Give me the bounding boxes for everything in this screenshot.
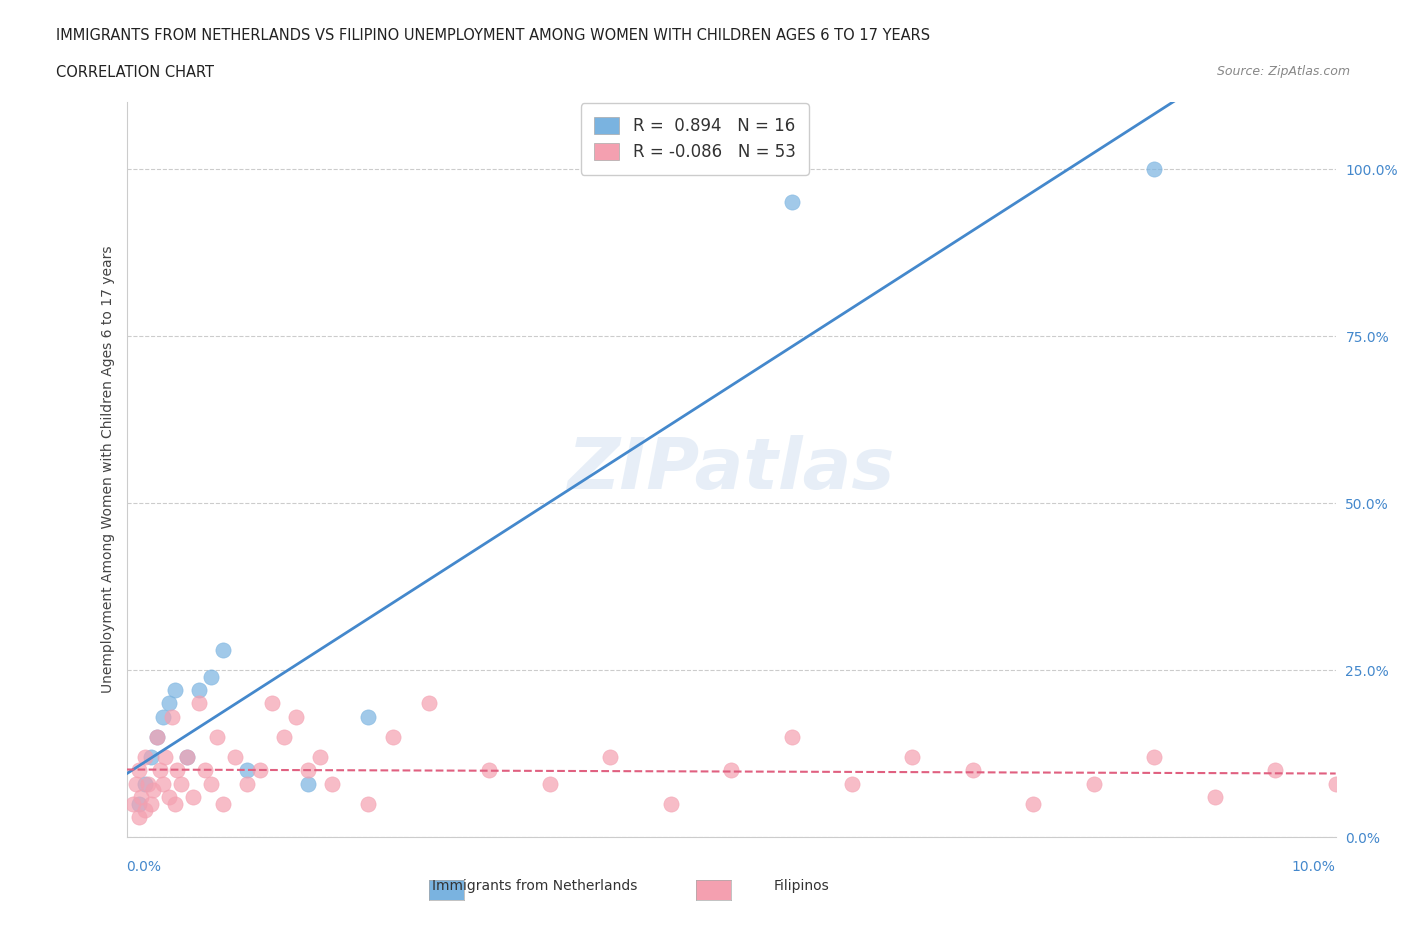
Point — [162, 710, 184, 724]
Point — [155, 750, 177, 764]
Point — [841, 777, 863, 791]
Point — [236, 763, 259, 777]
Point — [249, 763, 271, 777]
Point — [146, 729, 169, 744]
Point — [538, 777, 561, 791]
Point — [418, 696, 440, 711]
Text: Filipinos: Filipinos — [773, 879, 830, 893]
Point — [134, 777, 156, 791]
Point — [200, 670, 222, 684]
Point — [166, 763, 188, 777]
Point — [170, 777, 193, 791]
Point — [200, 777, 222, 791]
Point — [128, 809, 150, 824]
Point — [381, 729, 404, 744]
Point — [284, 710, 307, 724]
Point — [205, 729, 228, 744]
Point — [1324, 777, 1347, 791]
Point — [142, 783, 165, 798]
Point — [1083, 777, 1105, 791]
Point — [136, 777, 159, 791]
Point — [720, 763, 742, 777]
Point — [962, 763, 984, 777]
Point — [157, 696, 180, 711]
Legend: R =  0.894   N = 16, R = -0.086   N = 53: R = 0.894 N = 16, R = -0.086 N = 53 — [581, 103, 808, 175]
Point — [163, 796, 186, 811]
Point — [188, 683, 211, 698]
Text: IMMIGRANTS FROM NETHERLANDS VS FILIPINO UNEMPLOYMENT AMONG WOMEN WITH CHILDREN A: IMMIGRANTS FROM NETHERLANDS VS FILIPINO … — [56, 28, 931, 43]
Point — [129, 790, 152, 804]
Point — [309, 750, 332, 764]
Point — [157, 790, 180, 804]
Point — [121, 796, 143, 811]
Point — [134, 750, 156, 764]
Point — [1143, 162, 1166, 177]
Point — [1143, 750, 1166, 764]
Point — [139, 750, 162, 764]
Text: ZIPatlas: ZIPatlas — [568, 435, 894, 504]
Point — [780, 195, 803, 210]
Point — [149, 763, 172, 777]
Point — [134, 803, 156, 817]
Point — [780, 729, 803, 744]
Point — [1204, 790, 1226, 804]
Point — [152, 777, 174, 791]
Point — [260, 696, 283, 711]
Point — [188, 696, 211, 711]
Point — [659, 796, 682, 811]
Point — [146, 729, 169, 744]
Y-axis label: Unemployment Among Women with Children Ages 6 to 17 years: Unemployment Among Women with Children A… — [101, 246, 115, 694]
Point — [478, 763, 501, 777]
Text: Immigrants from Netherlands: Immigrants from Netherlands — [432, 879, 637, 893]
Point — [128, 796, 150, 811]
Point — [1022, 796, 1045, 811]
Point — [297, 763, 319, 777]
Point — [236, 777, 259, 791]
Point — [125, 777, 148, 791]
Text: Source: ZipAtlas.com: Source: ZipAtlas.com — [1216, 65, 1350, 78]
Point — [357, 710, 380, 724]
Point — [163, 683, 186, 698]
Point — [901, 750, 924, 764]
Point — [176, 750, 198, 764]
Point — [212, 796, 235, 811]
Point — [139, 796, 162, 811]
Text: 0.0%: 0.0% — [127, 860, 162, 874]
Point — [212, 643, 235, 658]
Point — [194, 763, 217, 777]
Point — [321, 777, 343, 791]
Point — [357, 796, 380, 811]
Point — [273, 729, 295, 744]
Point — [152, 710, 174, 724]
Point — [599, 750, 621, 764]
Text: 10.0%: 10.0% — [1292, 860, 1336, 874]
Point — [297, 777, 319, 791]
Point — [1264, 763, 1286, 777]
Point — [181, 790, 204, 804]
Text: CORRELATION CHART: CORRELATION CHART — [56, 65, 214, 80]
Point — [128, 763, 150, 777]
Point — [224, 750, 246, 764]
Point — [176, 750, 198, 764]
